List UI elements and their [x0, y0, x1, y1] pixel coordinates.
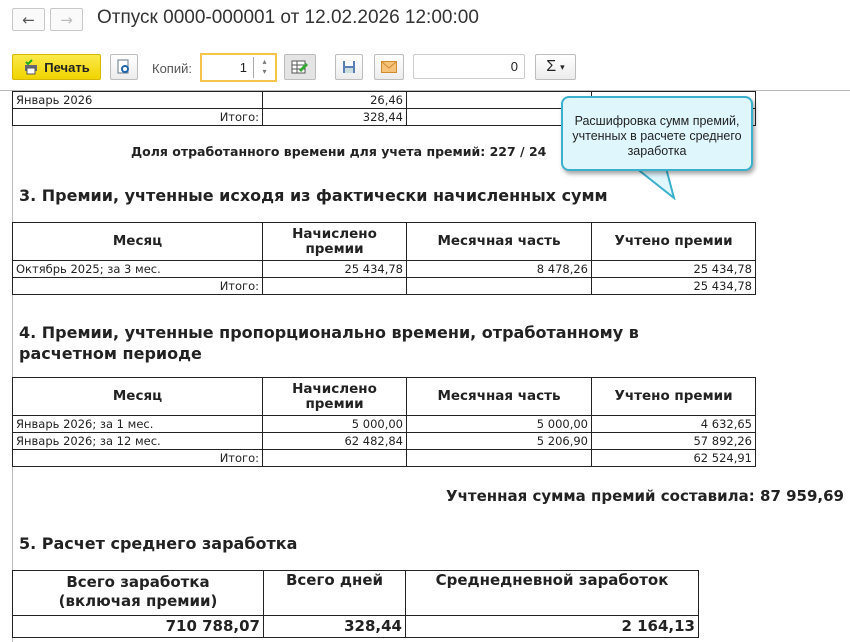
- cell: [262, 449, 407, 467]
- cell: 25 434,78: [591, 277, 756, 295]
- cell: 4 632,65: [591, 415, 756, 433]
- cell: [406, 449, 592, 467]
- printer-icon: [25, 59, 38, 75]
- tooltip-callout: Расшифровка сумм премий, учтенных в расч…: [561, 96, 753, 171]
- cell: [262, 277, 407, 295]
- copies-value: 1: [239, 60, 247, 75]
- arrow-right-icon: →: [60, 10, 73, 29]
- cell: Январь 2026: [12, 91, 263, 109]
- cell: 26,46: [262, 91, 407, 109]
- cell: Итого:: [12, 449, 263, 467]
- header-cell: Месячная часть: [406, 377, 592, 416]
- callout-tail: [635, 168, 676, 200]
- sigma-icon: Σ: [546, 58, 557, 75]
- section5-table: Всего заработка (включая премии) Всего дн…: [12, 570, 699, 638]
- total-row: Итого: 25 434,78: [12, 277, 756, 295]
- cell: 5 000,00: [262, 415, 407, 433]
- print-button[interactable]: Печать: [12, 54, 101, 80]
- cell: 5 000,00: [406, 415, 592, 433]
- edit-mode-button[interactable]: [284, 54, 316, 80]
- cell: Итого:: [12, 277, 263, 295]
- header-cell: Месячная часть: [406, 222, 592, 261]
- cell: 57 892,26: [591, 432, 756, 450]
- cell: Октябрь 2025; за 3 мес.: [12, 260, 263, 278]
- copies-label: Копий:: [152, 61, 192, 76]
- preview-button[interactable]: [110, 54, 138, 80]
- header-cell: Месяц: [12, 222, 263, 261]
- header-cell: Всего заработка (включая премии): [12, 570, 264, 616]
- header-cell: Начислено премии: [262, 222, 407, 261]
- cell: [406, 277, 592, 295]
- table-row: Январь 2026 26,46: [12, 91, 756, 109]
- cell: 62 482,84: [262, 432, 407, 450]
- cell: 710 788,07: [12, 615, 264, 638]
- envelope-icon: [381, 61, 397, 73]
- section3-title: 3. Премии, учтенные исходя из фактически…: [19, 186, 608, 205]
- header-cell: Всего дней: [263, 570, 406, 616]
- cell: 2 164,13: [405, 615, 699, 638]
- header-row: Месяц Начислено премии Месячная часть Учтен…: [12, 377, 756, 416]
- table-row: Январь 2026; за 1 мес. 5 000,00 5 000,00 4 …: [12, 415, 756, 433]
- sum-menu-button[interactable]: Σ ▾: [535, 54, 576, 80]
- arrow-left-icon: ←: [22, 10, 35, 29]
- cell: 25 434,78: [262, 260, 407, 278]
- document-border: [12, 91, 13, 642]
- window-title: Отпуск 0000-000001 от 12.02.2026 12:00:0…: [97, 7, 479, 28]
- save-button[interactable]: [335, 54, 363, 80]
- save-icon: [343, 61, 355, 73]
- cell: Январь 2026; за 1 мес.: [12, 415, 263, 433]
- table-row: Октябрь 2025; за 3 мес. 25 434,78 8 478,26…: [12, 260, 756, 278]
- section3-table: Месяц Начислено премии Месячная часть Учтен…: [12, 222, 756, 295]
- forward-button[interactable]: →: [50, 8, 83, 31]
- cell: Январь 2026; за 12 мес.: [12, 432, 263, 450]
- back-button[interactable]: ←: [12, 8, 45, 31]
- section4-title: 4. Премии, учтенные пропорционально врем…: [19, 323, 639, 363]
- copies-spinner[interactable]: ▴ ▾: [253, 57, 275, 78]
- print-label: Печать: [44, 59, 90, 75]
- header-cell: Среднедневной заработок: [405, 570, 699, 616]
- table-edit-icon: [291, 60, 309, 74]
- bonus-total: Учтенная сумма премий составила: 87 959,…: [446, 487, 844, 505]
- header-cell: Месяц: [12, 377, 263, 416]
- cell: 5 206,90: [406, 432, 592, 450]
- header-row: Месяц Начислено премии Месячная часть Учтен…: [12, 222, 756, 261]
- cell: Итого:: [12, 108, 263, 126]
- header-cell: Учтено премии: [591, 222, 756, 261]
- section5-title: 5. Расчет среднего заработка: [19, 534, 298, 553]
- chevron-down-icon: ▾: [560, 61, 565, 72]
- share-line: Доля отработанного времени для учета пре…: [131, 144, 547, 159]
- header-cell: Учтено премии: [591, 377, 756, 416]
- header-cell: Начислено премии: [262, 377, 407, 416]
- cell: 328,44: [262, 108, 407, 126]
- cell: 25 434,78: [591, 260, 756, 278]
- table-row: 710 788,07 328,44 2 164,13: [12, 615, 699, 638]
- cell: 62 524,91: [591, 449, 756, 467]
- section4-table: Месяц Начислено премии Месячная часть Учтен…: [12, 377, 756, 467]
- header-row: Всего заработка (включая премии) Всего дн…: [12, 570, 699, 616]
- email-button[interactable]: [374, 54, 404, 80]
- sum-field[interactable]: 0: [413, 54, 525, 79]
- cell: 328,44: [263, 615, 406, 638]
- copies-input[interactable]: 1 ▴ ▾: [200, 53, 277, 82]
- cell: 8 478,26: [406, 260, 592, 278]
- divider: [0, 90, 850, 91]
- total-row: Итого: 62 524,91: [12, 449, 756, 467]
- preview-icon: [117, 59, 129, 74]
- table-row: Январь 2026; за 12 мес. 62 482,84 5 206,90…: [12, 432, 756, 450]
